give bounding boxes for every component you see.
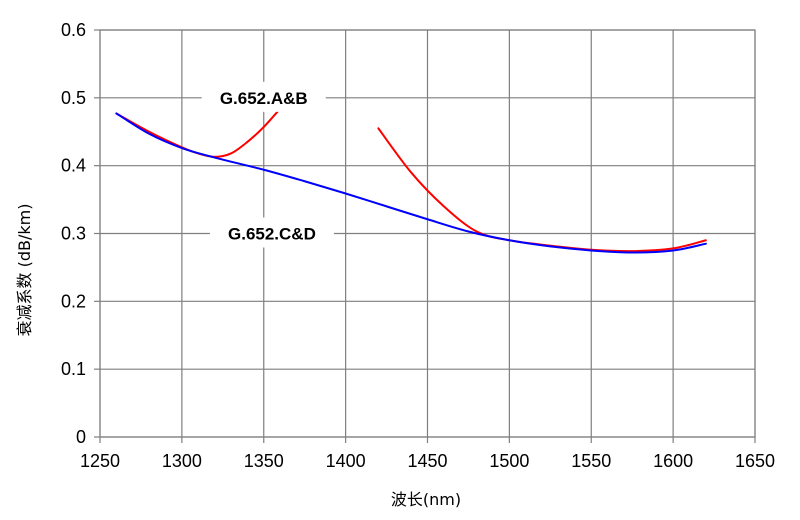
x-tick-label: 1300: [162, 451, 202, 471]
series-annotation-label: G.652.C&D: [228, 225, 316, 244]
annotation-group: G.652.C&D: [209, 217, 334, 248]
annotation-background: [209, 217, 334, 248]
x-tick-label: 1250: [80, 451, 120, 471]
y-tick-label: 0: [76, 427, 86, 447]
series-annotation-label: G.652.A&B: [220, 89, 308, 108]
series-lines: [115, 107, 707, 254]
x-tick-label: 1500: [489, 451, 529, 471]
x-tick-label: 1650: [735, 451, 775, 471]
annotation-group: G.652.A&B: [201, 81, 326, 112]
x-tick-label: 1450: [407, 451, 447, 471]
annotation-background: [201, 81, 326, 112]
x-tick-label: 1400: [326, 451, 366, 471]
x-axis-title: 波长(nm): [391, 490, 461, 509]
y-tick-label: 0.3: [61, 224, 86, 244]
x-tick-label: 1350: [244, 451, 284, 471]
series-line-g652ab-segment-1: [115, 107, 282, 158]
y-tick-label: 0.6: [61, 20, 86, 40]
grid: [94, 29, 756, 443]
y-tick-label: 0.1: [61, 359, 86, 379]
series-line-g652cd-segment-1: [115, 112, 707, 254]
x-tick-label: 1550: [571, 451, 611, 471]
x-tick-label: 1600: [653, 451, 693, 471]
series-annotations: G.652.A&B G.652.C&D: [201, 81, 334, 248]
y-tick-label: 0.5: [61, 88, 86, 108]
plot-frame: [99, 29, 756, 438]
tick-labels: 1250 1300 1350 1400 1450 1500 1550 1600 1650 0 0.1…: [61, 20, 775, 471]
y-tick-label: 0.2: [61, 291, 86, 311]
y-axis-title: 衰减系数 (dB/km): [15, 204, 34, 337]
y-tick-label: 0.4: [61, 156, 86, 176]
